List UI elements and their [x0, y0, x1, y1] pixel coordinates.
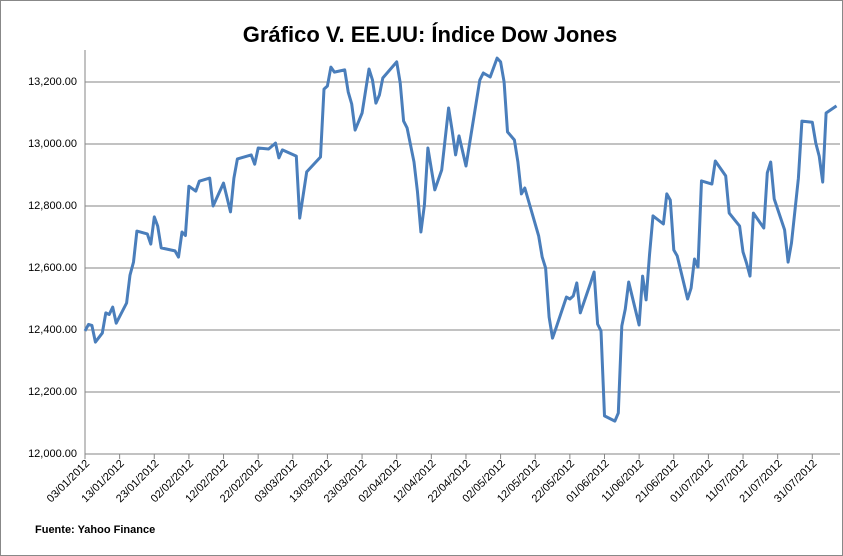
y-tick-label: 12,200.00	[28, 386, 77, 398]
y-tick-label: 13,000.00	[28, 138, 77, 150]
data-line	[83, 56, 838, 423]
y-tick-label: 12,600.00	[28, 262, 77, 274]
y-tick-label: 12,400.00	[28, 324, 77, 336]
y-tick-label: 13,200.00	[28, 76, 77, 88]
chart-title: Gráfico V. EE.UU: Índice Dow Jones	[243, 22, 618, 47]
y-tick-label: 12,800.00	[28, 200, 77, 212]
source-note: Fuente: Yahoo Finance	[35, 524, 155, 536]
y-tick-label: 12,000.00	[28, 448, 77, 460]
